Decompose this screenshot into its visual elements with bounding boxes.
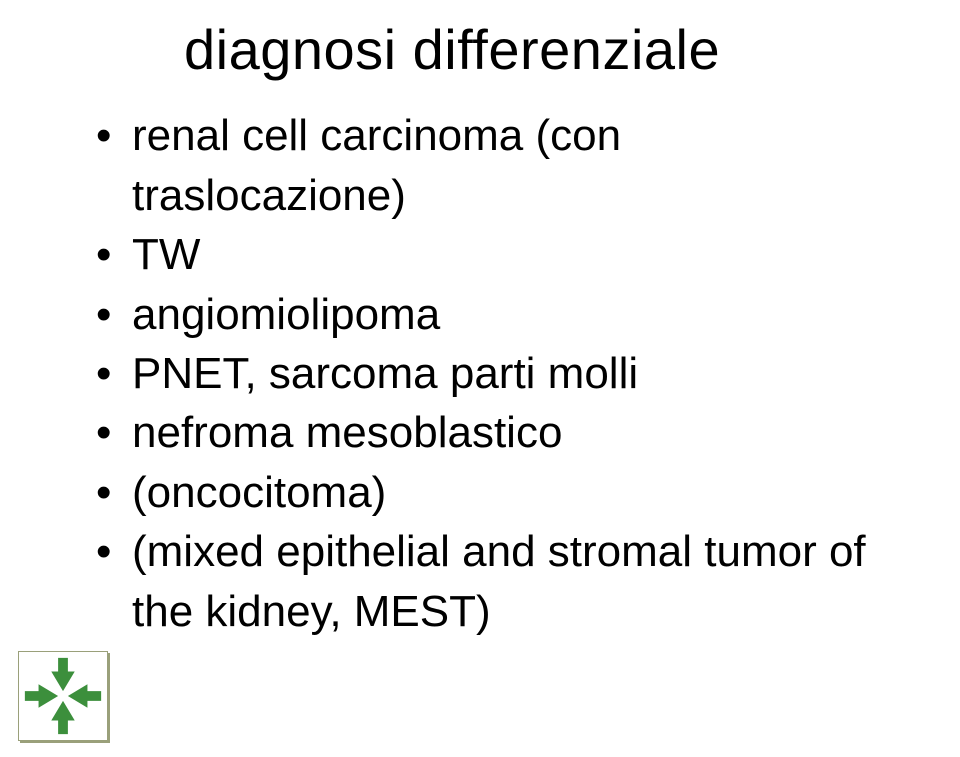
list-item: PNET, sarcoma parti molli <box>90 344 900 403</box>
logo-icon <box>18 651 108 741</box>
list-item: (oncocitoma) <box>90 463 900 522</box>
list-item: nefroma mesoblastico <box>90 403 900 462</box>
list-item: TW <box>90 225 900 284</box>
slide-title: diagnosi differenziale <box>184 18 900 82</box>
slide: diagnosi differenziale renal cell carcin… <box>0 0 960 757</box>
list-item: renal cell carcinoma (con traslocazione) <box>90 106 900 225</box>
list-item: angiomiolipoma <box>90 285 900 344</box>
bullet-list: renal cell carcinoma (con traslocazione)… <box>90 106 900 641</box>
arrows-cross-icon <box>19 652 107 740</box>
list-item: (mixed epithelial and stromal tumor of t… <box>90 522 900 641</box>
